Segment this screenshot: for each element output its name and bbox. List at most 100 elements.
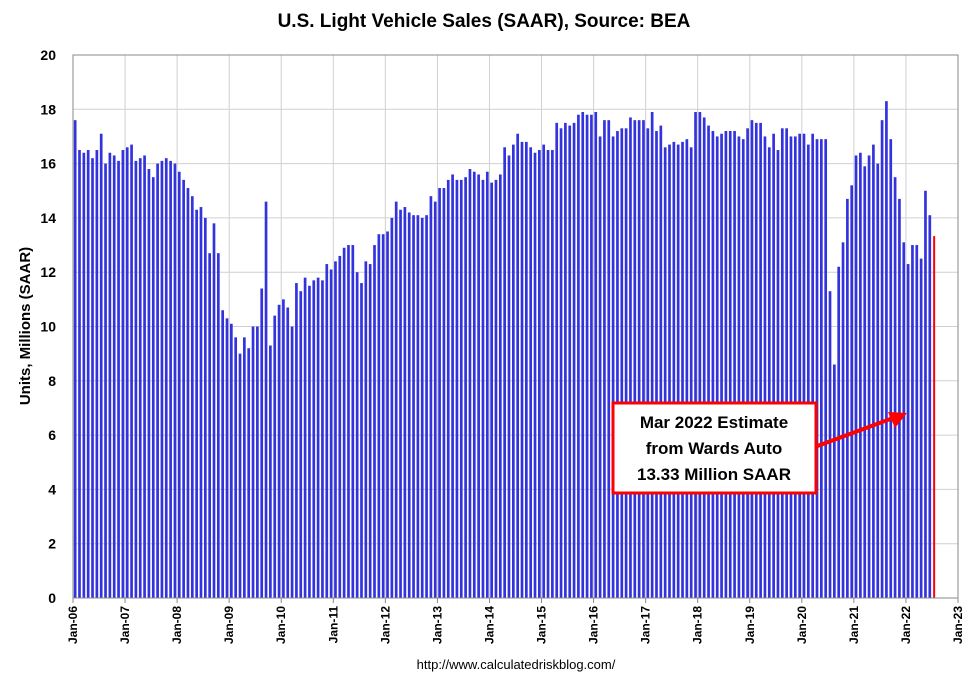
y-tick-label: 12: [40, 264, 56, 280]
bar: [689, 147, 693, 598]
bar: [815, 139, 819, 599]
bar: [655, 131, 658, 598]
bar: [438, 188, 441, 598]
bar: [347, 245, 350, 599]
bar: [459, 179, 463, 598]
bar: [243, 337, 246, 598]
bar: [893, 177, 897, 599]
bar: [637, 120, 641, 598]
x-tick-label: Jan-12: [378, 606, 392, 644]
bar: [872, 144, 875, 598]
bar: [911, 245, 914, 599]
bar: [355, 272, 359, 598]
bar: [490, 182, 493, 599]
bar: [321, 280, 324, 598]
bar: [95, 150, 99, 598]
bar: [195, 209, 198, 598]
bar: [590, 114, 593, 598]
bar: [373, 245, 376, 599]
bar: [494, 179, 498, 598]
bar: [186, 188, 190, 598]
bar: [299, 291, 303, 598]
bar: [763, 136, 767, 598]
bar: [724, 131, 728, 598]
bar: [338, 255, 342, 598]
bar: [611, 136, 615, 598]
bar: [394, 201, 398, 599]
x-tick-label: Jan-21: [847, 606, 861, 644]
bar: [225, 318, 229, 598]
bar: [624, 128, 628, 598]
bar: [806, 144, 810, 598]
bar: [555, 122, 559, 598]
bar: [312, 280, 316, 598]
bar: [906, 264, 910, 598]
bar: [707, 125, 710, 598]
bar: [342, 247, 346, 598]
bar: [130, 144, 133, 598]
bar: [221, 310, 225, 598]
bar: [260, 288, 264, 598]
y-tick-label: 16: [40, 156, 56, 172]
bar: [546, 150, 550, 598]
bar: [429, 196, 433, 598]
annotation-arrow: [811, 416, 894, 450]
x-tick-label: Jan-10: [274, 606, 288, 644]
bar: [681, 141, 684, 598]
bar: [828, 291, 832, 598]
bar: [811, 133, 815, 599]
annotation-box: [611, 401, 818, 495]
bar: [642, 120, 645, 598]
bar: [316, 277, 320, 598]
bar: [151, 177, 155, 599]
bar: [160, 160, 164, 598]
bar: [733, 131, 736, 598]
bar: [177, 171, 181, 598]
bar: [750, 120, 754, 598]
bar: [854, 155, 858, 598]
bar: [420, 217, 424, 598]
bar: [572, 122, 576, 598]
bar: [403, 207, 407, 599]
bar: [117, 160, 120, 598]
y-tick-label: 6: [48, 427, 56, 443]
bar: [633, 120, 637, 598]
bar: [850, 185, 854, 598]
y-tick-labels: 0 2 4 6 8 10 12 14 16 18 20: [40, 47, 56, 606]
x-tick-label: Jan-11: [326, 606, 340, 644]
bar: [108, 152, 112, 599]
bar: [481, 179, 485, 598]
bar: [824, 139, 828, 599]
bar: [295, 283, 298, 598]
bar: [542, 144, 546, 598]
bar: [203, 217, 207, 598]
bar: [451, 174, 454, 598]
bar: [156, 163, 159, 598]
bar: [594, 112, 598, 598]
bar: [91, 158, 94, 599]
bar: [190, 196, 194, 598]
y-tick-label: 10: [40, 319, 56, 335]
bar: [833, 364, 836, 598]
bar: [802, 133, 806, 599]
bar: [138, 158, 142, 599]
bar: [867, 155, 871, 598]
y-axis-label: Units, Millions (SAAR): [17, 247, 34, 405]
x-tick-labels: Jan-06 Jan-07 Jan-08 Jan-09 Jan-10 Jan-11 Jan-…: [66, 606, 965, 644]
bar: [82, 152, 86, 599]
y-tick-label: 4: [48, 481, 56, 497]
bar: [798, 133, 801, 599]
bar: [99, 133, 103, 599]
bar: [898, 198, 901, 598]
x-tick-label: Jan-19: [743, 606, 757, 644]
bar: [264, 201, 268, 599]
bar-highlight: [933, 236, 936, 598]
bar: [885, 101, 888, 598]
bar: [143, 155, 146, 598]
bar: [585, 114, 589, 598]
bar: [837, 266, 841, 598]
bar: [286, 307, 290, 598]
bar: [620, 128, 624, 598]
bar: [915, 245, 919, 599]
bar: [694, 112, 697, 598]
